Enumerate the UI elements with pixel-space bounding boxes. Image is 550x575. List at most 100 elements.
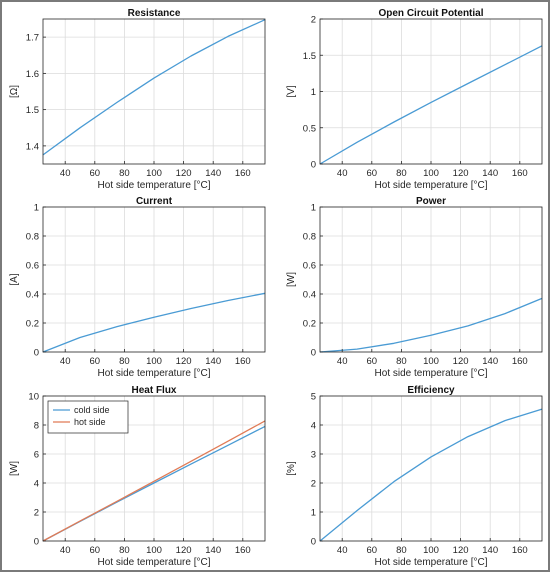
x-tick-label: 160 (235, 356, 251, 367)
y-tick-label: 1 (311, 87, 316, 98)
x-tick-label: 80 (119, 168, 130, 179)
y-tick-label: 0.6 (26, 261, 39, 272)
y-axis-label: [W] (286, 272, 297, 287)
x-tick-label: 40 (337, 356, 348, 367)
y-tick-label: 3 (311, 450, 316, 461)
y-tick-label: 1 (34, 203, 39, 214)
series-line-1 (42, 19, 266, 156)
x-tick-label: 100 (423, 545, 439, 556)
x-tick-label: 60 (367, 545, 378, 556)
x-tick-label: 40 (337, 545, 348, 556)
x-tick-label: 40 (60, 356, 71, 367)
subplot-3: 40 60 80 100 120 140 160 0 0.2 0.4 0.6 0.8 1 Current H… (9, 196, 266, 379)
legend-label: cold side (74, 405, 110, 415)
y-tick-label: 1 (311, 203, 316, 214)
x-tick-label: 160 (512, 545, 528, 556)
y-tick-label: 0.8 (26, 232, 39, 243)
y-tick-label: 0.6 (303, 261, 316, 272)
legend-label: hot side (74, 417, 106, 427)
chart-title: Open Circuit Potential (378, 8, 483, 19)
x-tick-label: 100 (146, 356, 162, 367)
y-tick-label: 0.2 (26, 319, 39, 330)
y-tick-label: 0.4 (26, 290, 39, 301)
x-axis-label: Hot side temperature [°C] (375, 180, 488, 191)
y-tick-label: 0 (311, 348, 316, 359)
x-axis-label: Hot side temperature [°C] (375, 368, 488, 379)
x-tick-label: 120 (176, 356, 192, 367)
x-axis-label: Hot side temperature [°C] (98, 557, 211, 568)
y-tick-label: 0 (311, 160, 316, 171)
x-tick-label: 100 (423, 168, 439, 179)
x-tick-label: 60 (90, 545, 101, 556)
y-tick-label: 4 (34, 479, 39, 490)
y-tick-label: 0 (34, 348, 39, 359)
y-tick-label: 6 (34, 450, 39, 461)
x-tick-label: 140 (205, 168, 221, 179)
y-tick-label: 0 (311, 537, 316, 548)
x-tick-label: 120 (176, 168, 192, 179)
y-tick-label: 2 (34, 508, 39, 519)
legend-box (47, 400, 129, 434)
series-line-1 (319, 297, 543, 353)
x-tick-label: 80 (119, 356, 130, 367)
x-axis-label: Hot side temperature [°C] (375, 557, 488, 568)
y-tick-label: 1.6 (26, 69, 39, 80)
series-line-1 (319, 45, 543, 165)
chart-title: Heat Flux (131, 385, 176, 396)
y-tick-label: 5 (311, 392, 316, 403)
x-tick-label: 80 (396, 356, 407, 367)
y-tick-label: 4 (311, 421, 316, 432)
y-tick-label: 1.7 (26, 33, 39, 44)
y-tick-label: 0.5 (303, 123, 316, 134)
x-tick-label: 160 (235, 168, 251, 179)
series-line-hot-side (42, 420, 266, 542)
x-tick-label: 120 (176, 545, 192, 556)
series-line-1 (42, 292, 266, 353)
y-tick-label: 0 (34, 537, 39, 548)
y-tick-label: 10 (28, 392, 39, 403)
y-tick-label: 1.5 (303, 51, 316, 62)
y-tick-label: 2 (311, 479, 316, 490)
x-tick-label: 160 (512, 356, 528, 367)
x-tick-label: 100 (146, 545, 162, 556)
y-tick-label: 0.4 (303, 290, 316, 301)
x-tick-label: 120 (453, 168, 469, 179)
x-tick-label: 140 (482, 545, 498, 556)
y-tick-label: 1.4 (26, 141, 39, 152)
x-tick-label: 140 (205, 356, 221, 367)
y-axis-label: [W] (9, 461, 20, 476)
chart-title: Resistance (128, 8, 181, 19)
chart-title: Efficiency (407, 385, 455, 396)
subplot-1: 40 60 80 100 120 140 160 1.4 1.5 1.6 1.7 Resistance… (9, 8, 266, 191)
x-tick-label: 60 (367, 168, 378, 179)
x-axis-label: Hot side temperature [°C] (98, 180, 211, 191)
subplot-4: 40 60 80 100 120 140 160 0 0.2 0.4 0.6 0.8 1 Power Hot… (286, 196, 543, 379)
y-tick-label: 2 (311, 15, 316, 26)
x-tick-label: 80 (396, 168, 407, 179)
chart-title: Current (136, 196, 173, 207)
y-tick-label: 0.8 (303, 232, 316, 243)
y-axis-label: [%] (286, 461, 297, 476)
x-tick-label: 80 (119, 545, 130, 556)
series-line-1 (319, 408, 543, 542)
x-tick-label: 60 (90, 168, 101, 179)
x-tick-label: 100 (423, 356, 439, 367)
chart-title: Power (416, 196, 446, 207)
subplot-2: 40 60 80 100 120 140 160 0 0.5 1 1.5 2 Open Circuit … (286, 8, 543, 191)
y-tick-label: 1 (311, 508, 316, 519)
x-tick-label: 60 (367, 356, 378, 367)
subplot-5: 40 60 80 100 120 140 160 0 2 4 6 8 10 Heat Flux Hot si… (9, 385, 266, 568)
y-tick-label: 8 (34, 421, 39, 432)
x-tick-label: 140 (482, 356, 498, 367)
x-tick-label: 140 (205, 545, 221, 556)
y-axis-label: [Ω] (9, 85, 20, 98)
x-tick-label: 60 (90, 356, 101, 367)
y-axis-label: [V] (286, 85, 297, 97)
x-tick-label: 80 (396, 545, 407, 556)
x-tick-label: 40 (60, 168, 71, 179)
x-axis-label: Hot side temperature [°C] (98, 368, 211, 379)
x-tick-label: 40 (60, 545, 71, 556)
y-tick-label: 1.5 (26, 105, 39, 116)
